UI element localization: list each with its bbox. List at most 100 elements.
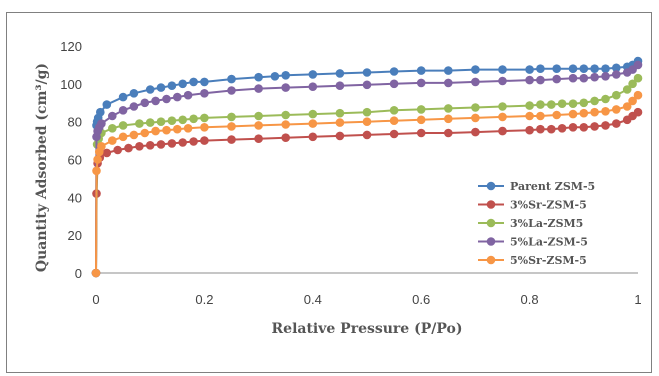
data-point (97, 142, 106, 151)
data-point (362, 80, 372, 90)
x-tick-label: 0.8 (521, 292, 539, 307)
series-1 (91, 107, 643, 278)
data-point (622, 102, 632, 111)
data-point (178, 115, 187, 125)
data-point (129, 89, 139, 98)
data-point (108, 111, 117, 121)
data-point (498, 76, 507, 86)
data-point (601, 107, 610, 116)
data-point (633, 90, 643, 100)
data-point (547, 100, 556, 109)
data-point (167, 116, 177, 125)
data-point (308, 132, 318, 142)
data-point (200, 123, 209, 132)
data-point (590, 72, 599, 82)
data-point (552, 64, 561, 73)
data-point (362, 130, 372, 140)
data-point (118, 132, 128, 142)
data-point (308, 70, 318, 79)
data-point (270, 72, 280, 81)
data-point (568, 73, 578, 83)
data-point (389, 79, 399, 89)
data-point (601, 121, 610, 130)
data-point (335, 118, 345, 127)
data-point (633, 73, 643, 83)
data-point (167, 81, 177, 90)
legend: Parent ZSM-5 3%Sr-ZSM-5 3%La-ZSM5 5%La-ZSM-… (478, 180, 595, 267)
data-point (151, 126, 160, 136)
data-point (525, 111, 534, 121)
data-point (612, 70, 621, 79)
data-point (416, 78, 426, 88)
data-point (129, 102, 139, 111)
data-point (129, 130, 139, 140)
data-point (135, 142, 144, 151)
data-point (590, 96, 599, 106)
data-point (579, 64, 589, 73)
data-point (389, 67, 399, 76)
data-point (200, 77, 209, 87)
data-point (108, 124, 117, 133)
y-tick-label: 40 (68, 190, 82, 205)
data-point (140, 128, 150, 138)
data-point (173, 92, 182, 102)
data-point (633, 107, 643, 117)
data-point (156, 83, 166, 92)
x-tick-label: 0.6 (412, 292, 430, 307)
data-point (601, 72, 610, 81)
x-tick-labels: 0 0.2 0.4 0.6 0.8 1 (92, 292, 641, 307)
data-point (254, 111, 263, 121)
data-point (102, 148, 112, 158)
data-point (167, 139, 177, 148)
x-tick-label: 0 (92, 292, 99, 307)
legend-item: 3%La-ZSM5 (478, 217, 583, 230)
data-point (108, 136, 117, 145)
data-point (308, 119, 318, 128)
data-point (628, 96, 637, 106)
data-point (362, 68, 372, 77)
y-axis-title: Quantity Adsorbed (cm³/g) (34, 63, 50, 272)
data-point (140, 98, 150, 108)
data-point (178, 138, 187, 147)
data-point (135, 119, 144, 128)
data-point (156, 140, 166, 149)
data-point (281, 83, 291, 92)
data-point (178, 79, 187, 89)
data-point (590, 64, 599, 73)
data-point (281, 120, 291, 129)
data-point (151, 96, 160, 106)
series-group (91, 56, 643, 278)
data-point (579, 108, 589, 118)
data-point (612, 105, 621, 114)
legend-label: 5%Sr-ZSM-5 (510, 254, 587, 267)
data-point (227, 135, 236, 144)
legend-label: 3%Sr-ZSM-5 (510, 199, 587, 212)
data-point (552, 74, 561, 84)
data-point (536, 124, 545, 134)
data-point (579, 73, 589, 83)
legend-swatch-marker (486, 200, 496, 209)
data-point (254, 134, 263, 143)
data-point (227, 122, 236, 131)
data-point (612, 63, 621, 73)
data-point (612, 90, 621, 100)
data-point (145, 85, 155, 94)
data-point (622, 85, 632, 94)
data-point (145, 141, 155, 150)
data-point (416, 66, 426, 75)
data-point (124, 143, 133, 153)
data-point (156, 117, 166, 126)
data-point (557, 124, 567, 133)
y-tick-label: 120 (60, 39, 82, 54)
data-point (102, 100, 112, 109)
legend-label: 5%La-ZSM-5 (510, 236, 588, 249)
data-point (471, 103, 480, 112)
data-point (568, 109, 578, 119)
data-point (536, 75, 545, 85)
data-point (183, 90, 193, 100)
data-point (547, 124, 556, 134)
data-point (389, 129, 399, 139)
data-point (162, 94, 171, 104)
data-point (189, 114, 198, 124)
